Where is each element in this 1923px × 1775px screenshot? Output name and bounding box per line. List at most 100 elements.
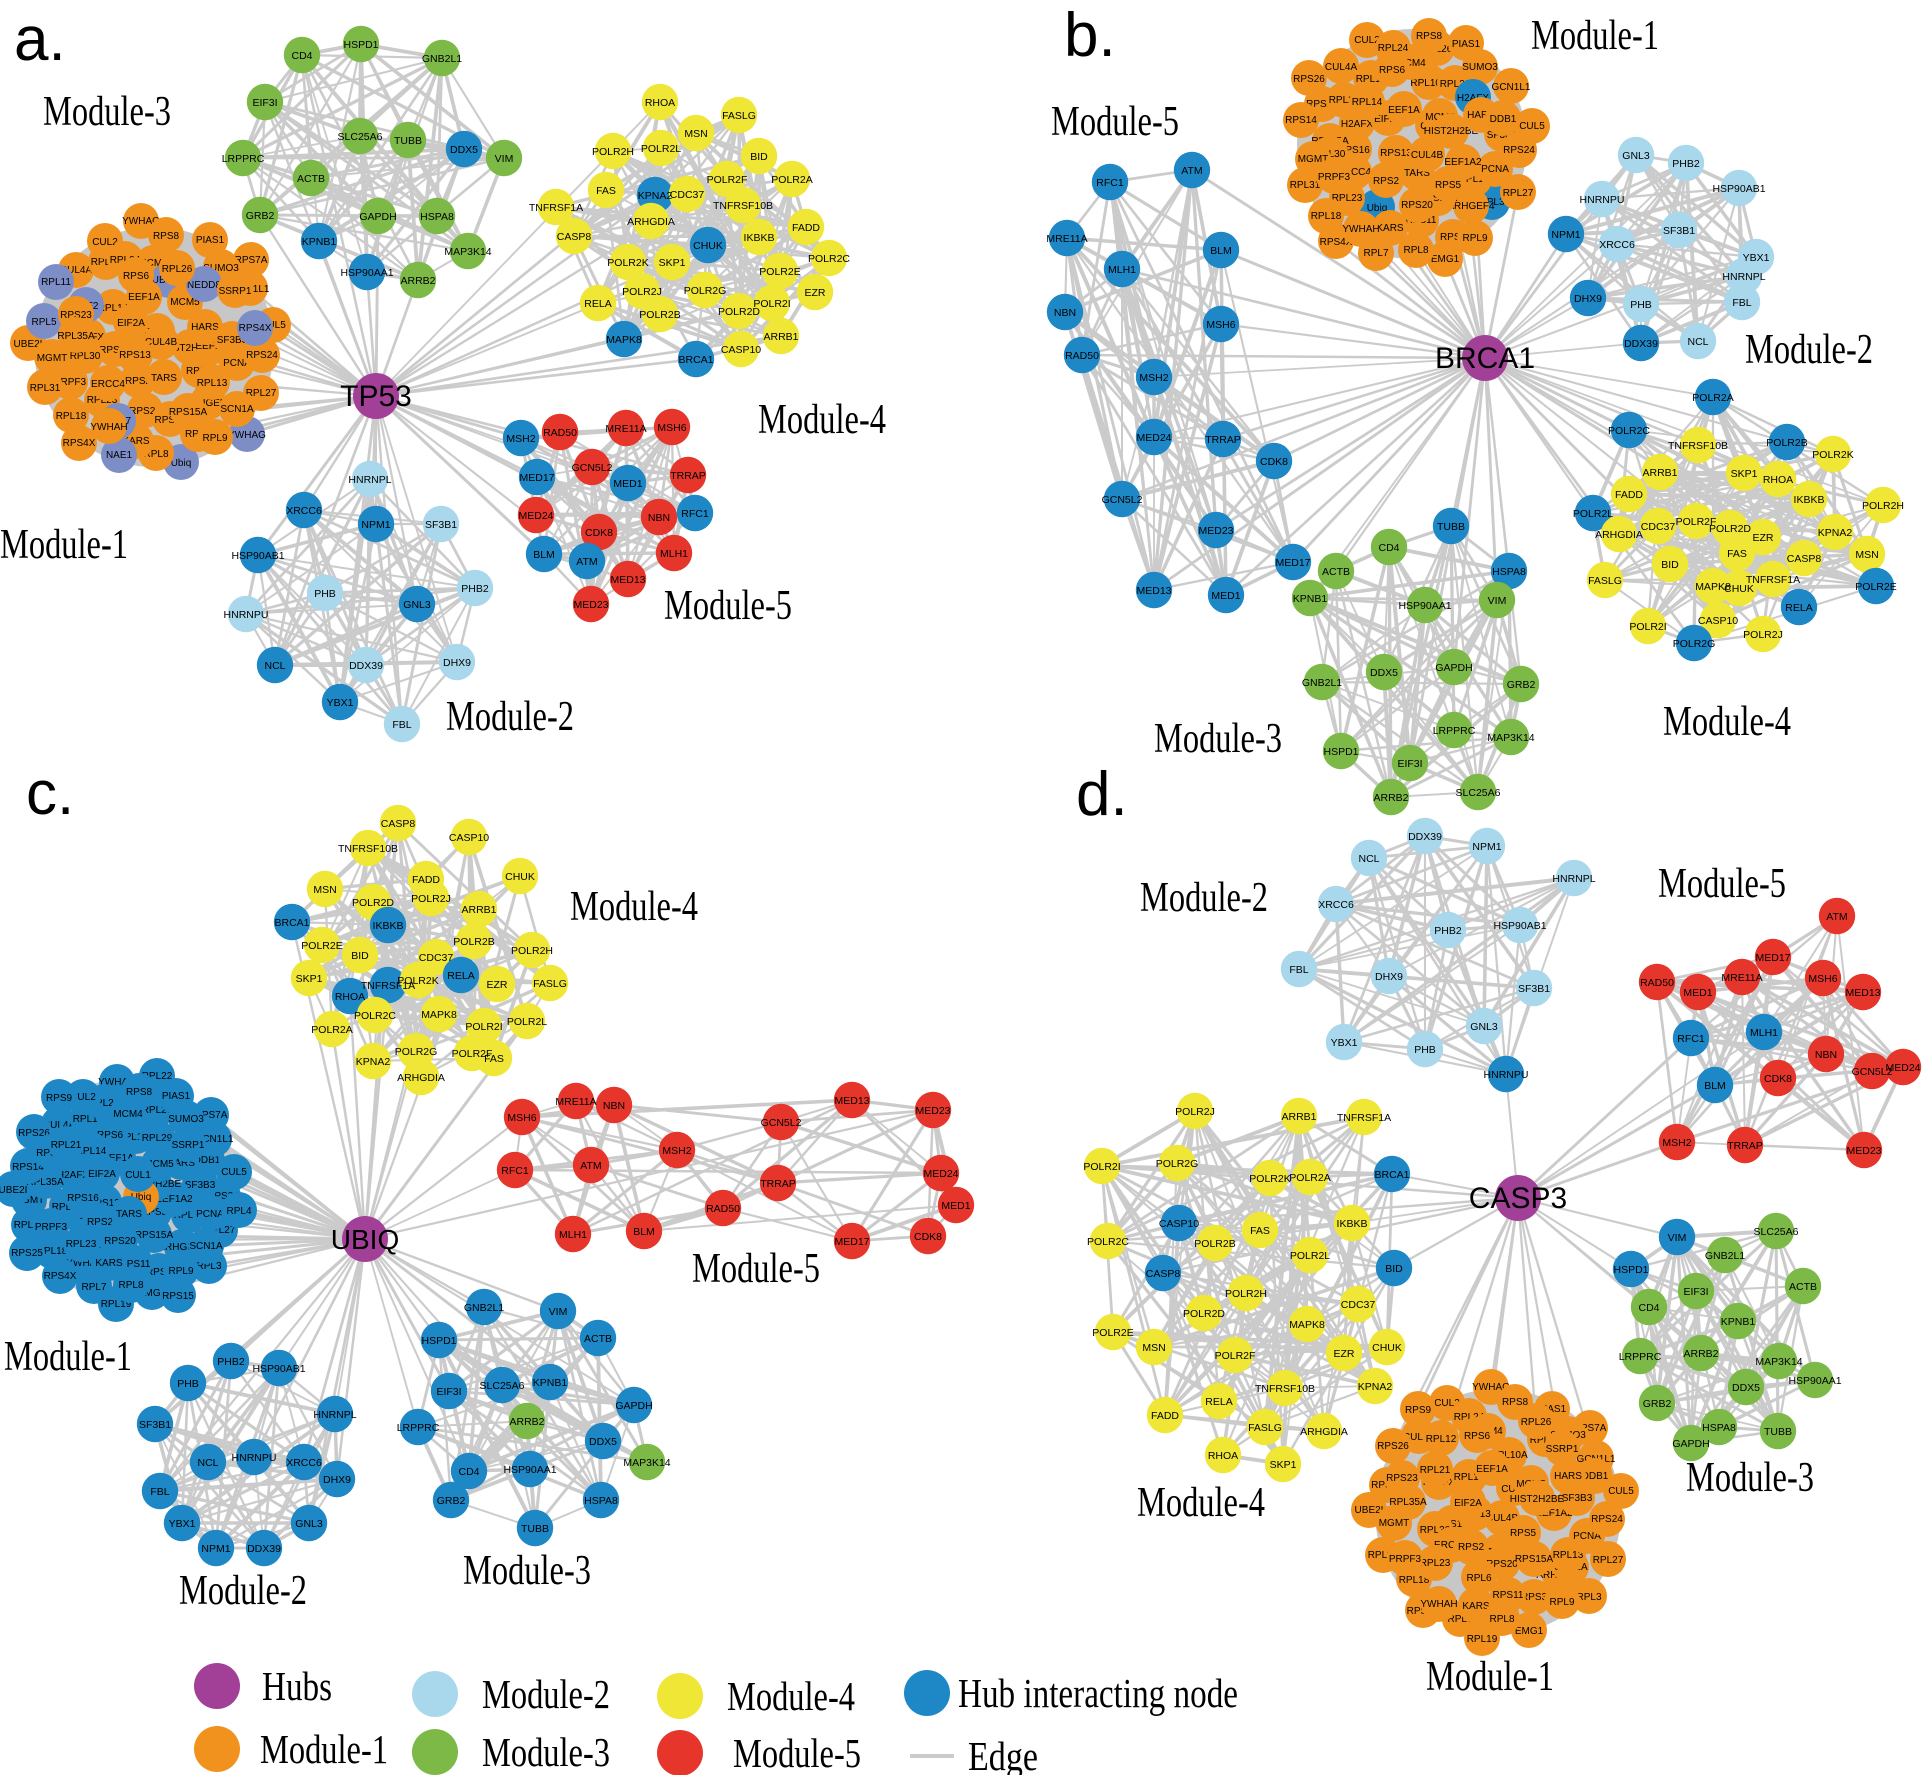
svg-text:RPS9: RPS9 bbox=[1405, 1405, 1432, 1416]
svg-text:EIF3I: EIF3I bbox=[1397, 758, 1422, 770]
svg-text:PRPF3: PRPF3 bbox=[54, 377, 87, 388]
svg-text:GNL3: GNL3 bbox=[295, 1518, 323, 1530]
svg-text:CUL4A: CUL4A bbox=[1325, 62, 1358, 73]
svg-text:ARHGEF4: ARHGEF4 bbox=[1447, 201, 1495, 212]
svg-text:RPS6: RPS6 bbox=[97, 1130, 124, 1141]
svg-text:KPNB1: KPNB1 bbox=[1721, 1316, 1756, 1328]
svg-text:RPS6: RPS6 bbox=[1379, 65, 1406, 76]
svg-text:GNB2L1: GNB2L1 bbox=[1705, 1250, 1745, 1262]
svg-text:POLR2C: POLR2C bbox=[1087, 1236, 1129, 1248]
svg-text:FASLG: FASLG bbox=[533, 978, 567, 990]
svg-text:Hub interacting node: Hub interacting node bbox=[958, 1670, 1238, 1716]
svg-text:MCM5: MCM5 bbox=[170, 297, 200, 308]
svg-text:YWHAG: YWHAG bbox=[98, 1077, 136, 1088]
svg-text:RPL31: RPL31 bbox=[1290, 180, 1321, 191]
svg-text:RPL19: RPL19 bbox=[1467, 1634, 1498, 1645]
svg-text:RPS15A: RPS15A bbox=[169, 407, 208, 418]
svg-text:CDC37: CDC37 bbox=[419, 952, 454, 964]
svg-text:SUMO3: SUMO3 bbox=[1462, 62, 1498, 73]
svg-text:b.: b. bbox=[1064, 1, 1116, 70]
svg-text:CHUK: CHUK bbox=[693, 240, 723, 252]
svg-text:TARS: TARS bbox=[116, 1209, 142, 1220]
svg-text:Module-1: Module-1 bbox=[260, 1726, 388, 1772]
svg-text:RPL31: RPL31 bbox=[1368, 1550, 1399, 1561]
svg-text:Module-4: Module-4 bbox=[1663, 699, 1791, 745]
svg-text:KPNA2: KPNA2 bbox=[1358, 1381, 1393, 1393]
svg-text:CUL4A: CUL4A bbox=[60, 265, 93, 276]
svg-text:DDB1: DDB1 bbox=[194, 1155, 221, 1166]
svg-text:KPNA2: KPNA2 bbox=[356, 1056, 391, 1068]
svg-text:RPS14: RPS14 bbox=[1285, 115, 1317, 126]
svg-text:RPS6: RPS6 bbox=[1464, 1431, 1491, 1442]
svg-text:MED17: MED17 bbox=[1275, 557, 1310, 569]
svg-text:a.: a. bbox=[14, 5, 66, 74]
svg-text:SUMO3: SUMO3 bbox=[203, 263, 239, 274]
svg-text:FADD: FADD bbox=[792, 222, 820, 234]
svg-text:HIST2H2BE: HIST2H2BE bbox=[1510, 1494, 1565, 1505]
svg-text:PRPF3: PRPF3 bbox=[35, 1222, 68, 1233]
svg-text:MCM4: MCM4 bbox=[1396, 58, 1426, 69]
svg-text:RPL3: RPL3 bbox=[1576, 1592, 1601, 1603]
svg-text:UBIQ: UBIQ bbox=[331, 1224, 399, 1255]
svg-text:NCL: NCL bbox=[197, 1457, 218, 1469]
svg-text:SF3B1: SF3B1 bbox=[1663, 225, 1695, 237]
svg-text:Module-1: Module-1 bbox=[4, 1334, 132, 1380]
svg-text:RPL3: RPL3 bbox=[196, 1261, 221, 1272]
svg-text:POLR2A: POLR2A bbox=[311, 1024, 352, 1036]
svg-text:RPL21: RPL21 bbox=[1329, 95, 1360, 106]
svg-text:Module-5: Module-5 bbox=[733, 1730, 861, 1775]
svg-text:EIF3I: EIF3I bbox=[1683, 1286, 1708, 1298]
svg-text:CUL2: CUL2 bbox=[1434, 1398, 1460, 1409]
svg-text:RPS23: RPS23 bbox=[1386, 1473, 1418, 1484]
svg-text:MRE11A: MRE11A bbox=[605, 423, 646, 435]
svg-text:GCN5L2: GCN5L2 bbox=[761, 1117, 802, 1129]
svg-text:RPS16: RPS16 bbox=[99, 345, 131, 356]
svg-text:RPL9: RPL9 bbox=[1549, 1597, 1574, 1608]
svg-text:BLM: BLM bbox=[533, 549, 555, 561]
svg-text:MED1: MED1 bbox=[1211, 590, 1240, 602]
svg-text:ARHGEF4: ARHGEF4 bbox=[158, 1242, 206, 1253]
svg-text:POLR2G: POLR2G bbox=[1156, 1158, 1199, 1170]
svg-text:RPL23: RPL23 bbox=[66, 1239, 97, 1250]
svg-text:NCL: NCL bbox=[1687, 336, 1708, 348]
svg-text:SF3B3: SF3B3 bbox=[1562, 1493, 1593, 1504]
svg-text:FADD: FADD bbox=[412, 874, 440, 886]
svg-text:YWHAH: YWHAH bbox=[90, 422, 127, 433]
svg-text:RPS15A: RPS15A bbox=[135, 1230, 174, 1241]
svg-text:GRB2: GRB2 bbox=[437, 1495, 466, 1507]
svg-text:RPL7: RPL7 bbox=[1447, 1614, 1472, 1625]
svg-text:RPS5: RPS5 bbox=[141, 1207, 168, 1218]
svg-text:ATM: ATM bbox=[1181, 165, 1202, 177]
svg-text:TRRAP: TRRAP bbox=[760, 1178, 796, 1190]
svg-text:TP53: TP53 bbox=[340, 380, 412, 413]
svg-text:NBN: NBN bbox=[1054, 307, 1076, 319]
svg-text:RPL26: RPL26 bbox=[162, 264, 193, 275]
svg-text:ERCC4: ERCC4 bbox=[1434, 1540, 1468, 1551]
svg-text:CASP10: CASP10 bbox=[449, 832, 489, 844]
svg-text:MRE11A: MRE11A bbox=[1046, 233, 1087, 245]
svg-text:RPL12: RPL12 bbox=[1426, 1434, 1457, 1445]
svg-text:RPL12: RPL12 bbox=[1356, 74, 1387, 85]
svg-text:RPL9: RPL9 bbox=[202, 433, 227, 444]
svg-text:CDK8: CDK8 bbox=[1260, 456, 1288, 468]
svg-text:MRE11A: MRE11A bbox=[555, 1096, 596, 1108]
svg-text:PCNA: PCNA bbox=[196, 1209, 224, 1220]
svg-text:CASP8: CASP8 bbox=[1146, 1268, 1181, 1280]
svg-text:RPL10A: RPL10A bbox=[1410, 78, 1448, 89]
svg-text:MAPK8: MAPK8 bbox=[1695, 581, 1731, 593]
svg-text:MRE11A: MRE11A bbox=[1721, 972, 1762, 984]
svg-text:EEF1A: EEF1A bbox=[1476, 1464, 1508, 1475]
svg-text:Module-4: Module-4 bbox=[1137, 1480, 1265, 1526]
svg-text:PHB: PHB bbox=[314, 588, 336, 600]
svg-text:DDB1: DDB1 bbox=[1490, 114, 1517, 125]
svg-text:RFC1: RFC1 bbox=[1096, 177, 1124, 189]
svg-text:POLR2D: POLR2D bbox=[1183, 1308, 1225, 1320]
svg-text:CUL4A: CUL4A bbox=[1403, 1432, 1436, 1443]
svg-text:ERCC4: ERCC4 bbox=[1337, 167, 1371, 178]
svg-text:POLR2J: POLR2J bbox=[1743, 629, 1783, 641]
svg-text:RPL13: RPL13 bbox=[1459, 174, 1490, 185]
svg-text:FAS: FAS bbox=[484, 1053, 504, 1065]
svg-text:HNRNPU: HNRNPU bbox=[1580, 194, 1625, 206]
svg-text:RPS13: RPS13 bbox=[119, 350, 151, 361]
svg-text:RPL4: RPL4 bbox=[226, 1206, 251, 1217]
